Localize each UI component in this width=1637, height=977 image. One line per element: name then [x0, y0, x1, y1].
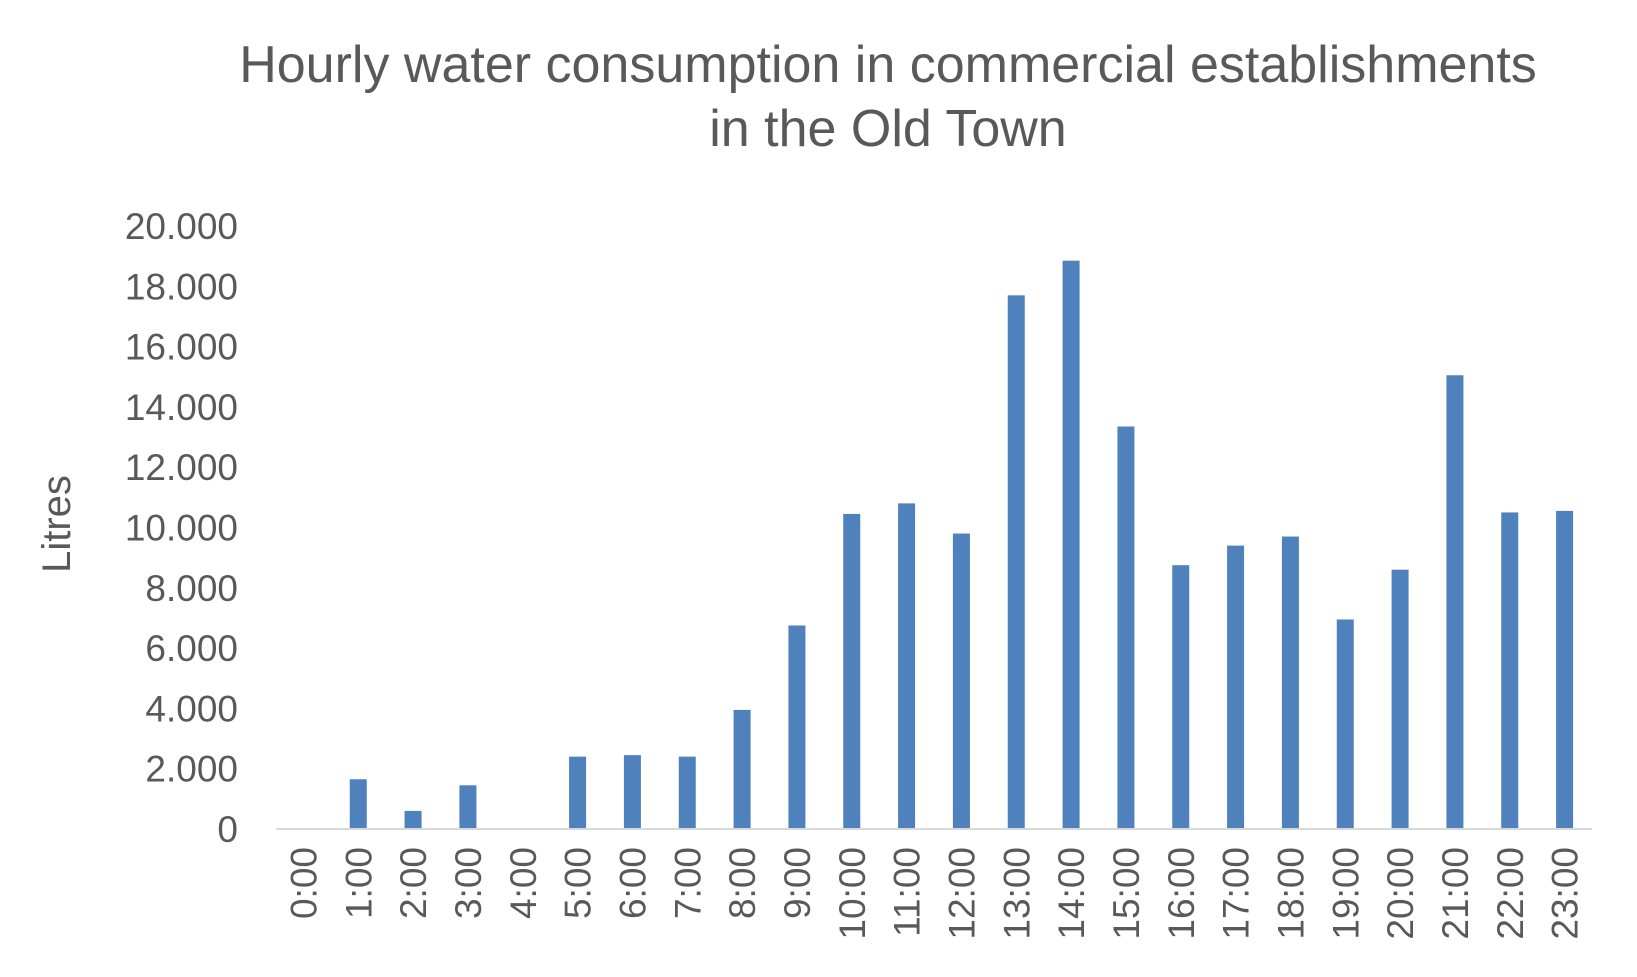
bar-15-00: [1117, 426, 1135, 829]
bar-12-00: [952, 533, 970, 829]
y-tick-label: 8.000: [145, 568, 238, 609]
x-tick-label: 12:00: [941, 847, 982, 940]
bar-17-00: [1227, 545, 1245, 829]
bar-10-00: [843, 513, 861, 829]
bar-19-00: [1336, 619, 1354, 829]
x-tick-label: 15:00: [1106, 847, 1147, 940]
x-tick-label: 19:00: [1325, 847, 1366, 940]
x-tick-label: 18:00: [1270, 847, 1311, 940]
x-tick-label: 23:00: [1545, 847, 1586, 940]
x-tick-label: 16:00: [1161, 847, 1202, 940]
bar-7-00: [678, 756, 696, 829]
bar-20-00: [1391, 569, 1409, 829]
x-tick-label: 3:00: [448, 847, 489, 919]
x-tick-label: 13:00: [996, 847, 1037, 940]
x-tick-label: 6:00: [612, 847, 653, 919]
bar-9-00: [788, 625, 806, 829]
y-tick-label: 16.000: [125, 327, 238, 368]
bar-18-00: [1281, 536, 1299, 829]
x-tick-label: 5:00: [558, 847, 599, 919]
bar-8-00: [733, 709, 751, 829]
bar-21-00: [1446, 375, 1464, 829]
y-tick-label: 6.000: [145, 628, 238, 669]
x-tick-label: 21:00: [1435, 847, 1476, 940]
bar-13-00: [1007, 295, 1025, 830]
x-axis-tick-labels: 0:00 1:00 2:00 3:00 4:00 5:00 6:00 7:00 8:00 9:00…: [283, 847, 1585, 940]
bar-11-00: [898, 503, 916, 829]
x-tick-label: 9:00: [777, 847, 818, 919]
x-tick-label: 10:00: [832, 847, 873, 940]
x-tick-label: 22:00: [1490, 847, 1531, 940]
bar-1-00: [349, 779, 367, 829]
x-tick-label: 11:00: [887, 847, 928, 937]
chart-title-line-2: in the Old Town: [709, 100, 1066, 158]
y-tick-label: 12.000: [125, 447, 238, 488]
y-tick-label: 20.000: [125, 206, 238, 247]
y-tick-label: 4.000: [145, 688, 238, 729]
chart-title-line-1: Hourly water consumption in commercial e…: [239, 36, 1537, 94]
y-axis-title: Litres: [35, 475, 79, 573]
x-tick-label: 1:00: [338, 847, 379, 919]
y-tick-label: 2.000: [145, 749, 238, 790]
y-tick-label: 0: [217, 809, 238, 850]
x-tick-label: 8:00: [722, 847, 763, 919]
x-tick-label: 2:00: [393, 847, 434, 919]
bar-2-00: [404, 810, 422, 829]
y-tick-label: 18.000: [125, 266, 238, 307]
bar-22-00: [1501, 512, 1519, 829]
y-tick-label: 10.000: [125, 508, 238, 549]
x-tick-label: 17:00: [1216, 847, 1257, 940]
bar-14-00: [1062, 260, 1080, 829]
bar-23-00: [1556, 510, 1574, 829]
bar-3-00: [459, 785, 477, 829]
bar-6-00: [623, 755, 641, 829]
x-tick-label: 20:00: [1380, 847, 1421, 940]
x-tick-label: 4:00: [503, 847, 544, 919]
y-axis-tick-labels: 0 2.000 4.000 6.000 8.000 10.000 12.000 14.000 1…: [125, 206, 238, 850]
bar-5-00: [569, 756, 587, 829]
x-tick-label: 14:00: [1051, 847, 1092, 940]
y-tick-label: 14.000: [125, 387, 238, 428]
x-tick-label: 0:00: [283, 847, 324, 919]
x-tick-label: 7:00: [667, 847, 708, 919]
bar-16-00: [1172, 565, 1190, 829]
bar-series: [349, 260, 1574, 830]
chart-title: Hourly water consumption in commercial e…: [239, 36, 1537, 158]
